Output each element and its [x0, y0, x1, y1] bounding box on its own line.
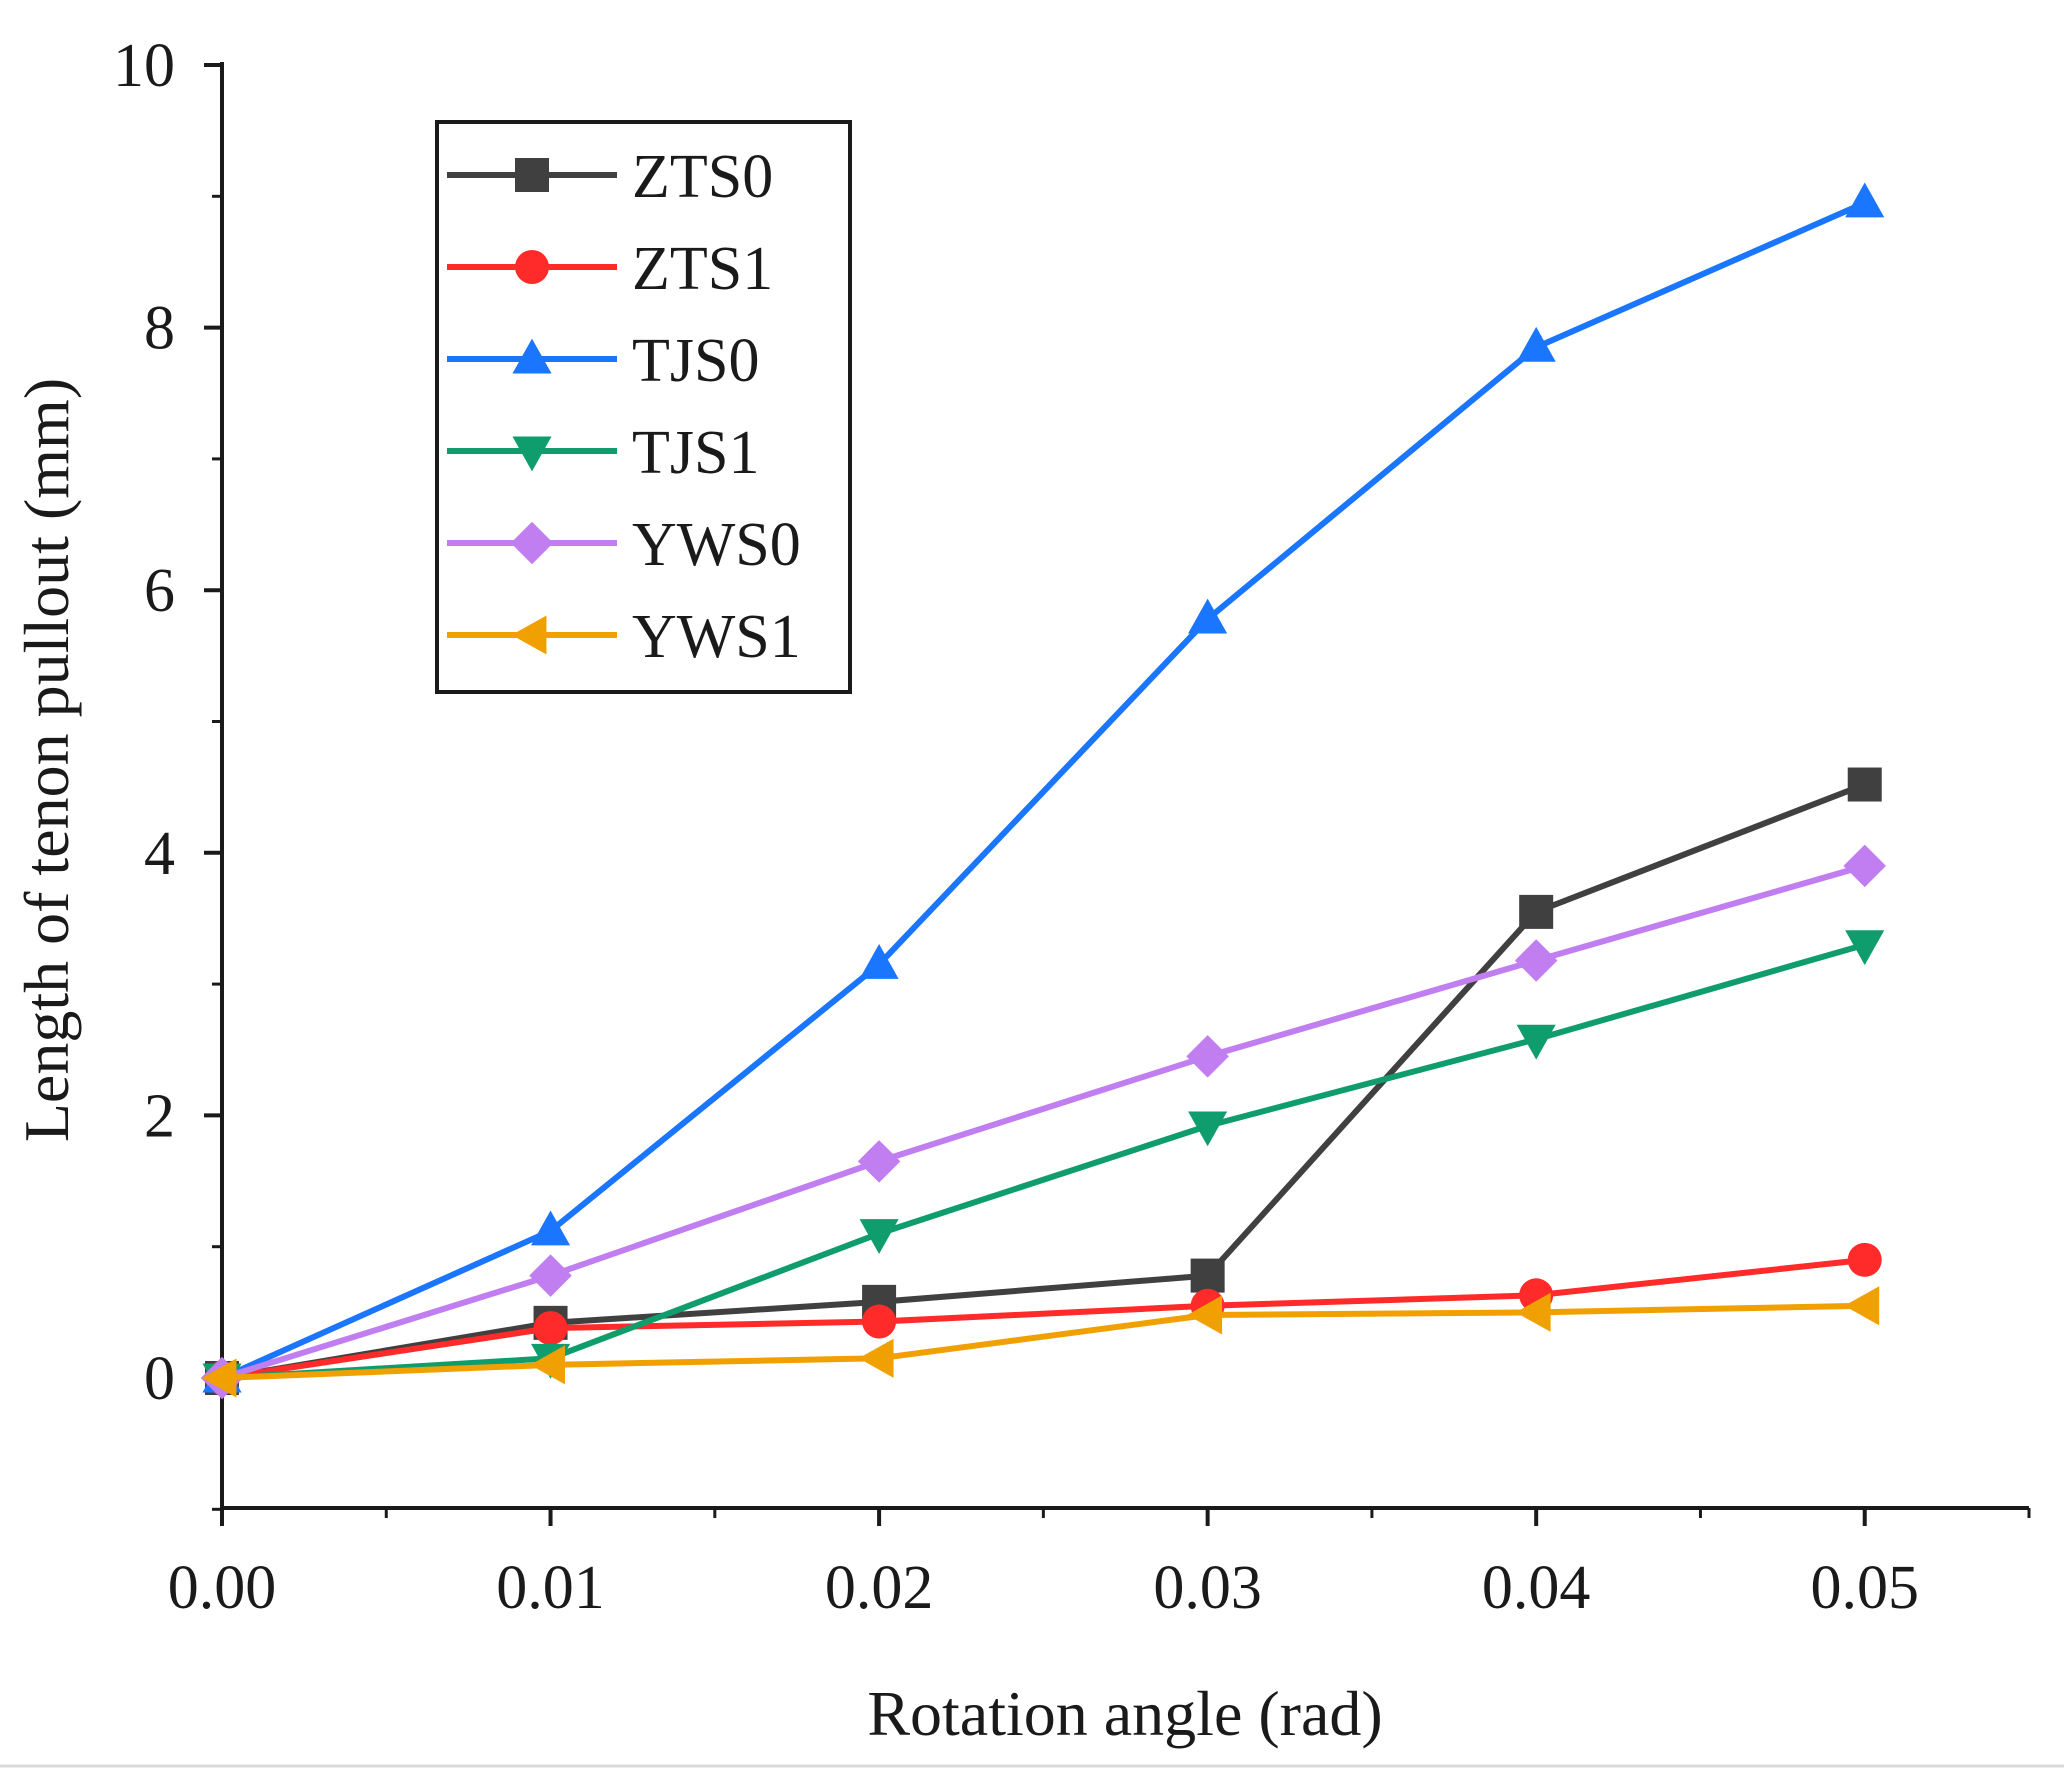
series-zts0 [205, 767, 1882, 1395]
data-point-zts0 [1847, 767, 1882, 802]
data-point-yws1 [530, 1345, 565, 1385]
data-point-yws0 [1843, 844, 1886, 888]
data-point-yws1 [1187, 1295, 1223, 1335]
series-line-tjs1 [219, 941, 1868, 1381]
data-point-tjs1 [859, 1219, 899, 1254]
legend-marker-zts0 [515, 158, 549, 192]
y-tick-label: 6 [144, 557, 175, 625]
y-tick-label: 10 [113, 32, 175, 100]
legend-label: YWS0 [632, 511, 801, 579]
data-point-yws1 [1515, 1292, 1551, 1332]
legend-item-yws1: YWS1 [447, 603, 801, 671]
data-point-tjs0 [530, 1210, 571, 1246]
data-point-tjs1 [1516, 1024, 1556, 1060]
y-tick-label: 2 [144, 1082, 175, 1150]
y-tick-label: 4 [144, 820, 175, 888]
data-point-yws0 [1514, 939, 1558, 982]
series-line-tjs0 [219, 199, 1868, 1381]
data-point-zts1 [1847, 1242, 1882, 1277]
legend-marker-tjs0 [512, 338, 552, 374]
data-point-yws0 [857, 1140, 901, 1183]
legend-marker-zts1 [515, 250, 549, 284]
data-point-yws0 [1186, 1035, 1229, 1078]
y-axis-title: Length of tenon pullout (mm) [11, 378, 82, 1142]
y-tick-label: 0 [144, 1345, 175, 1413]
series-yws1 [201, 1286, 1880, 1398]
series-tjs1 [202, 930, 1885, 1399]
x-tick-label: 0.01 [496, 1554, 605, 1622]
data-point-yws1 [1844, 1286, 1880, 1326]
series-line-zts1 [219, 1256, 1868, 1381]
legend-item-zts1: ZTS1 [447, 235, 773, 303]
data-point-yws0 [529, 1254, 572, 1297]
series-line-yws0 [219, 862, 1868, 1381]
legend-marker-yws1 [511, 615, 547, 655]
y-tick-label: 8 [144, 295, 175, 363]
legend-item-tjs0: TJS0 [447, 327, 759, 395]
data-point-zts0 [1190, 1258, 1225, 1293]
legend-label: ZTS1 [632, 235, 773, 303]
legend: ZTS0 ZTS1 TJS0 TJS1 YWS0 YWS1 [435, 120, 852, 694]
x-tick-label: 0.03 [1153, 1554, 1262, 1622]
data-point-tjs1 [1188, 1111, 1228, 1147]
legend-marker-yws0 [510, 521, 554, 565]
axes [220, 62, 2029, 1510]
data-point-tjs0 [1516, 326, 1556, 362]
series-line-yws1 [219, 1302, 1868, 1381]
data-point-zts0 [1519, 894, 1554, 929]
series-zts1 [205, 1242, 1882, 1395]
data-point-yws1 [858, 1338, 894, 1378]
series-group [200, 182, 1886, 1400]
x-tick-label: 0.02 [825, 1554, 934, 1622]
data-point-tjs0 [1845, 182, 1885, 218]
data-point-zts1 [862, 1304, 897, 1339]
legend-label: TJS1 [632, 419, 759, 487]
legend-item-zts0: ZTS0 [447, 143, 773, 211]
series-line-zts0 [219, 781, 1868, 1381]
ticks: 0.00 0.01 0.02 0.03 0.04 0.05 0 2 4 6 8 10 [113, 32, 2031, 1622]
data-point-zts1 [533, 1311, 568, 1346]
x-tick-label: 0.04 [1482, 1554, 1591, 1622]
x-axis-title: Rotation angle (rad) [867, 1678, 1382, 1749]
x-tick-label: 0.00 [168, 1554, 277, 1622]
legend-marker-tjs1 [512, 436, 552, 472]
legend-item-yws0: YWS0 [447, 511, 801, 579]
data-point-tjs0 [859, 944, 899, 979]
legend-label: TJS0 [632, 327, 759, 395]
legend-label: ZTS0 [632, 143, 773, 211]
legend-box [435, 120, 852, 694]
legend-item-tjs1: TJS1 [447, 419, 759, 487]
data-point-tjs1 [1845, 930, 1885, 966]
legend-label: YWS1 [632, 603, 801, 671]
x-tick-label: 0.05 [1810, 1554, 1919, 1622]
data-point-tjs0 [1188, 598, 1228, 634]
data-point-yws1 [201, 1358, 237, 1398]
